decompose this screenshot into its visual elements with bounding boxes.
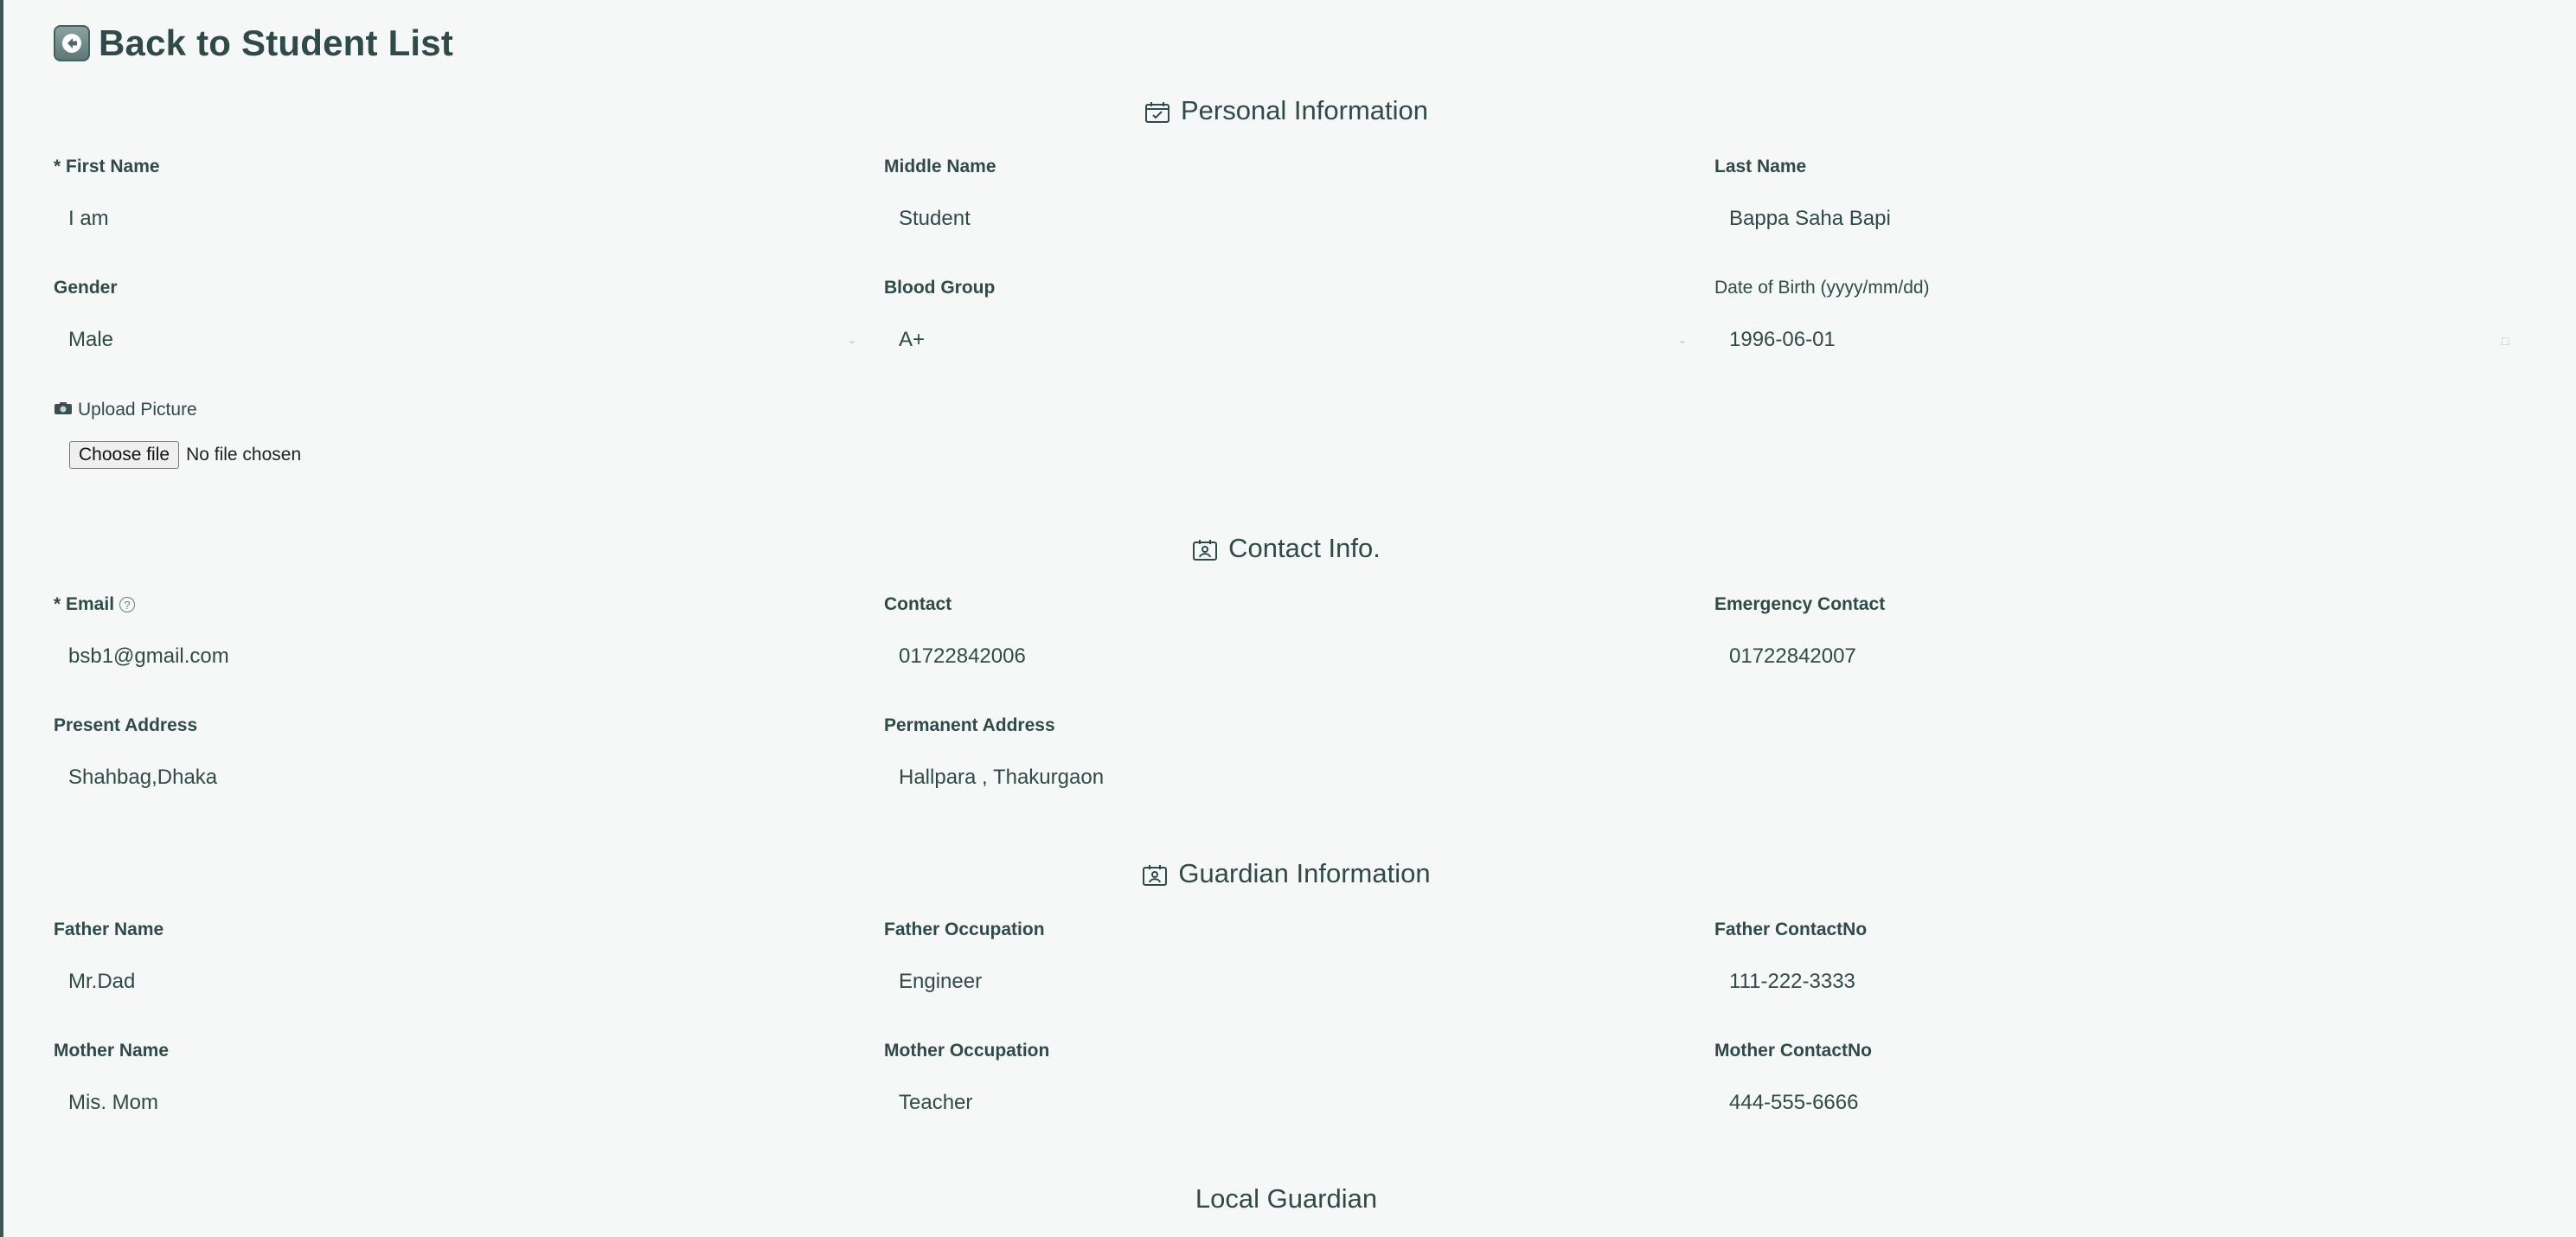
file-status-text: No file chosen xyxy=(186,445,302,465)
gender-field[interactable]: Gender Male ⌄ xyxy=(54,277,858,353)
mother-name-input[interactable]: Mis. Mom xyxy=(68,1091,158,1114)
gender-select[interactable]: Male xyxy=(68,328,114,351)
mother-name-label: Mother Name xyxy=(54,1041,170,1061)
present-address-input[interactable]: Shahbag,Dhaka xyxy=(68,766,218,789)
choose-file-button[interactable]: Choose file xyxy=(69,441,180,469)
father-name-input[interactable]: Mr.Dad xyxy=(68,970,136,993)
mother-contact-label: Mother ContactNo xyxy=(1714,1041,1872,1061)
date-of-birth-field[interactable]: Date of Birth (yyyy/mm/dd) 1996-06-01 □ xyxy=(1714,277,2519,353)
father-name-field[interactable]: Father Name Mr.Dad xyxy=(54,919,858,995)
mother-contact-input[interactable]: 444-555-6666 xyxy=(1729,1091,1859,1114)
first-name-input[interactable]: I am xyxy=(68,207,109,230)
section-title-text: Guardian Information xyxy=(1178,858,1431,888)
email-field[interactable]: * Email ? bsb1@gmail.com xyxy=(54,593,858,670)
contact-input[interactable]: 01722842006 xyxy=(899,644,1026,668)
last-name-field[interactable]: Last Name Bappa Saha Bapi xyxy=(1714,156,2519,232)
last-name-label: Last Name xyxy=(1714,157,1807,176)
date-of-birth-input[interactable]: 1996-06-01 xyxy=(1729,328,1836,351)
middle-name-field[interactable]: Middle Name Student xyxy=(884,156,1688,232)
upload-picture-label: Upload Picture xyxy=(54,400,197,420)
personal-information-heading: Personal Information xyxy=(54,95,2519,126)
permanent-address-input[interactable]: Hallpara , Thakurgaon xyxy=(899,766,1105,789)
chevron-down-icon: ⌄ xyxy=(1678,334,1688,346)
contact-field[interactable]: Contact 01722842006 xyxy=(884,593,1688,670)
contact-card-icon xyxy=(1142,862,1168,886)
middle-name-input[interactable]: Student xyxy=(899,207,971,230)
section-title-text: Contact Info. xyxy=(1228,533,1381,563)
date-of-birth-label: Date of Birth (yyyy/mm/dd) xyxy=(1714,278,1930,298)
mother-occupation-label: Mother Occupation xyxy=(884,1041,1050,1061)
help-icon[interactable]: ? xyxy=(119,597,136,612)
emergency-contact-input[interactable]: 01722842007 xyxy=(1729,644,1856,668)
upload-picture-text: Upload Picture xyxy=(78,400,197,420)
guardian-information-heading: Guardian Information xyxy=(54,858,2519,889)
email-label-text: * Email xyxy=(54,594,115,614)
father-contact-label: Father ContactNo xyxy=(1714,920,1868,939)
email-input[interactable]: bsb1@gmail.com xyxy=(68,644,229,668)
contact-info-heading: Contact Info. xyxy=(54,533,2519,564)
first-name-label: * First Name xyxy=(54,157,160,176)
blood-group-field[interactable]: Blood Group A+ ⌄ xyxy=(884,277,1688,353)
middle-name-label: Middle Name xyxy=(884,157,996,176)
left-border xyxy=(0,0,3,1237)
permanent-address-label: Permanent Address xyxy=(884,715,1055,735)
section-title-text: Local Guardian xyxy=(1195,1183,1378,1214)
father-contact-field[interactable]: Father ContactNo 111-222-3333 xyxy=(1714,919,2519,995)
section-title-text: Personal Information xyxy=(1180,95,1429,125)
present-address-field[interactable]: Present Address Shahbag,Dhaka xyxy=(54,715,858,791)
email-label: * Email ? xyxy=(54,593,858,616)
father-occupation-label: Father Occupation xyxy=(884,920,1045,939)
back-to-student-list-link[interactable]: Back to Student List xyxy=(54,22,453,64)
emergency-contact-field[interactable]: Emergency Contact 01722842007 xyxy=(1714,593,2519,670)
calendar-check-icon xyxy=(1144,99,1170,123)
camera-icon xyxy=(54,400,73,420)
blood-group-select[interactable]: A+ xyxy=(899,328,926,351)
father-occupation-field[interactable]: Father Occupation Engineer xyxy=(884,919,1688,995)
mother-contact-field[interactable]: Mother ContactNo 444-555-6666 xyxy=(1714,1040,2519,1116)
emergency-contact-label: Emergency Contact xyxy=(1714,594,1886,614)
file-upload-control[interactable]: Choose file No file chosen xyxy=(69,441,301,469)
blood-group-label: Blood Group xyxy=(884,278,996,298)
chevron-down-icon: ⌄ xyxy=(848,334,857,346)
calendar-icon[interactable]: □ xyxy=(2502,334,2509,348)
local-guardian-heading: Local Guardian xyxy=(54,1183,2519,1215)
father-occupation-input[interactable]: Engineer xyxy=(899,970,983,993)
back-link-label: Back to Student List xyxy=(99,22,454,63)
father-contact-input[interactable]: 111-222-3333 xyxy=(1729,970,1855,993)
mother-occupation-field[interactable]: Mother Occupation Teacher xyxy=(884,1040,1688,1116)
father-name-label: Father Name xyxy=(54,920,164,939)
first-name-field[interactable]: * First Name I am xyxy=(54,156,858,232)
contact-card-icon xyxy=(1192,537,1218,561)
last-name-input[interactable]: Bappa Saha Bapi xyxy=(1729,207,1891,230)
contact-label: Contact xyxy=(884,594,952,614)
arrow-left-icon xyxy=(54,25,90,61)
mother-occupation-input[interactable]: Teacher xyxy=(899,1091,973,1114)
present-address-label: Present Address xyxy=(54,715,198,735)
mother-name-field[interactable]: Mother Name Mis. Mom xyxy=(54,1040,858,1116)
permanent-address-field[interactable]: Permanent Address Hallpara , Thakurgaon xyxy=(884,715,1688,791)
gender-label: Gender xyxy=(54,278,118,298)
